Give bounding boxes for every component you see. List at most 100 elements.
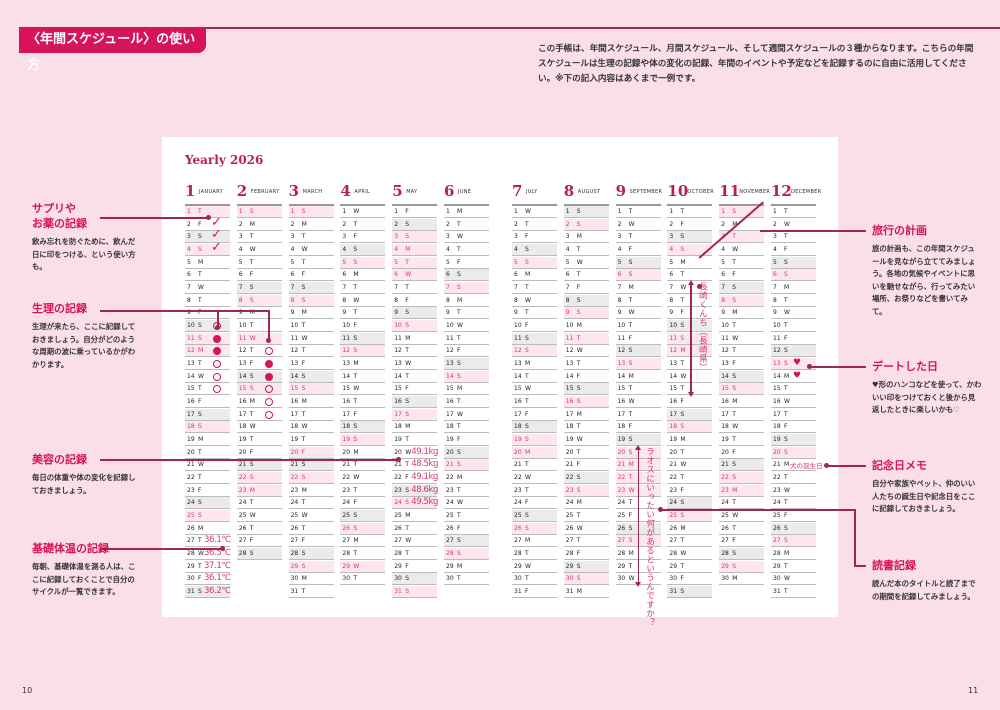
day-cell: 29 T: [667, 561, 713, 573]
day-number: 31: [565, 588, 574, 596]
day-cell: 14 F: [563, 371, 609, 383]
day-number: 9: [290, 309, 295, 317]
day-number: 12: [290, 347, 299, 355]
day-number: 20: [290, 448, 299, 456]
day-cell: 22 M: [444, 472, 489, 485]
day-number: 11: [617, 334, 626, 342]
day-number: 8: [446, 296, 450, 304]
heart-icon: ♥: [793, 370, 802, 381]
day-number: 24: [721, 499, 729, 507]
day-number: 5: [669, 258, 674, 266]
arrow-down-icon: [634, 582, 641, 588]
weekday: M: [198, 258, 204, 266]
weekday: W: [732, 423, 739, 431]
day-number: 30: [565, 575, 574, 583]
day-number: 23: [290, 486, 299, 494]
day-cell: 23 S: [392, 484, 438, 497]
day-number: 30: [617, 575, 626, 583]
weekday: F: [405, 208, 409, 215]
day-number: 22: [565, 474, 574, 482]
day-number: 11: [565, 334, 574, 342]
day-cell: 25 S: [512, 510, 557, 523]
day-cell: 23 M: [288, 485, 334, 497]
weekday: W: [680, 372, 687, 380]
weekday: F: [457, 258, 461, 266]
day-cell: 25 T: [563, 510, 609, 523]
day-number: 20: [617, 448, 626, 456]
day-number: 29: [342, 562, 351, 570]
day-number: 19: [446, 436, 454, 444]
day-cell: 11 W: [288, 333, 334, 345]
day-number: 14: [342, 372, 351, 380]
day-cell: 21 M: [771, 459, 816, 472]
day-cell: 10 S: [667, 320, 713, 333]
day-cell: 28 S: [288, 548, 334, 561]
day-number: 19: [669, 436, 678, 444]
weekday: S: [198, 246, 202, 253]
day-cell: 21 F: [563, 459, 609, 472]
weekday: W: [784, 220, 790, 228]
day-number: 16: [187, 398, 195, 406]
weekday: T: [457, 423, 461, 431]
section-title: 〈年間スケジュール〉の使い方: [19, 27, 206, 73]
day-number: 1: [446, 208, 450, 215]
day-number: 21: [773, 461, 781, 469]
day-number: 5: [187, 258, 191, 266]
weekday: T: [680, 360, 685, 368]
weekday: W: [405, 271, 412, 279]
day-number: 6: [669, 271, 674, 279]
weekday: T: [784, 322, 788, 330]
weight-entry: 48.5kg: [411, 459, 439, 470]
day-cell: 15 M: [444, 383, 489, 396]
day-number: 30: [342, 575, 351, 583]
month-top-rule: [512, 204, 557, 206]
day-number: 1: [238, 208, 243, 215]
open-circle-icon: [264, 385, 273, 394]
day-number: 8: [394, 296, 399, 304]
day-number: 16: [565, 398, 574, 406]
weekday: M: [525, 360, 531, 368]
weekday: S: [784, 524, 788, 532]
month-top-rule: [392, 204, 438, 206]
day-number: 30: [669, 575, 678, 583]
day-cell: 13 T: [667, 358, 713, 371]
day-number: 4: [394, 246, 399, 253]
day-number: 9: [238, 309, 243, 317]
weekday: T: [680, 296, 685, 304]
day-cell: 12 S: [512, 345, 557, 358]
day-cell: 24 S: [667, 497, 713, 510]
day-number: 7: [290, 284, 295, 292]
day-cell: 21 T: [392, 459, 438, 472]
page-number-left: 10: [22, 686, 33, 695]
month-number: 11: [719, 182, 741, 200]
day-cell: 19 S: [340, 434, 386, 447]
day-cell: 27 F: [719, 535, 765, 548]
day-number: 11: [514, 334, 522, 342]
day-number: 6: [773, 271, 777, 279]
note-beauty: 美容の記録 毎日の体重や体の変化を記録しておきましょう。: [32, 452, 142, 497]
weekday: M: [732, 486, 738, 494]
day-number: 26: [721, 524, 729, 532]
day-number: 27: [617, 537, 626, 545]
day-number: 10: [394, 322, 402, 330]
day-number: 9: [773, 309, 777, 317]
day-number: 12: [238, 347, 247, 355]
day-cell: 31 S: [185, 586, 230, 599]
weekday: F: [525, 588, 529, 596]
month-name: MARCH: [302, 189, 323, 195]
weekday: S: [198, 499, 202, 507]
note-travel: 旅行の計画 旅の計画も、この年間スケジュールを見ながら立ててみましょう。各地の気…: [872, 223, 982, 318]
day-cell: 27 T: [185, 535, 230, 548]
day-number: 29: [773, 562, 781, 570]
day-number: 5: [394, 258, 399, 266]
day-number: 5: [773, 258, 777, 266]
day-cell: 26 S: [512, 522, 557, 535]
day-cell: 19 T: [392, 434, 438, 447]
